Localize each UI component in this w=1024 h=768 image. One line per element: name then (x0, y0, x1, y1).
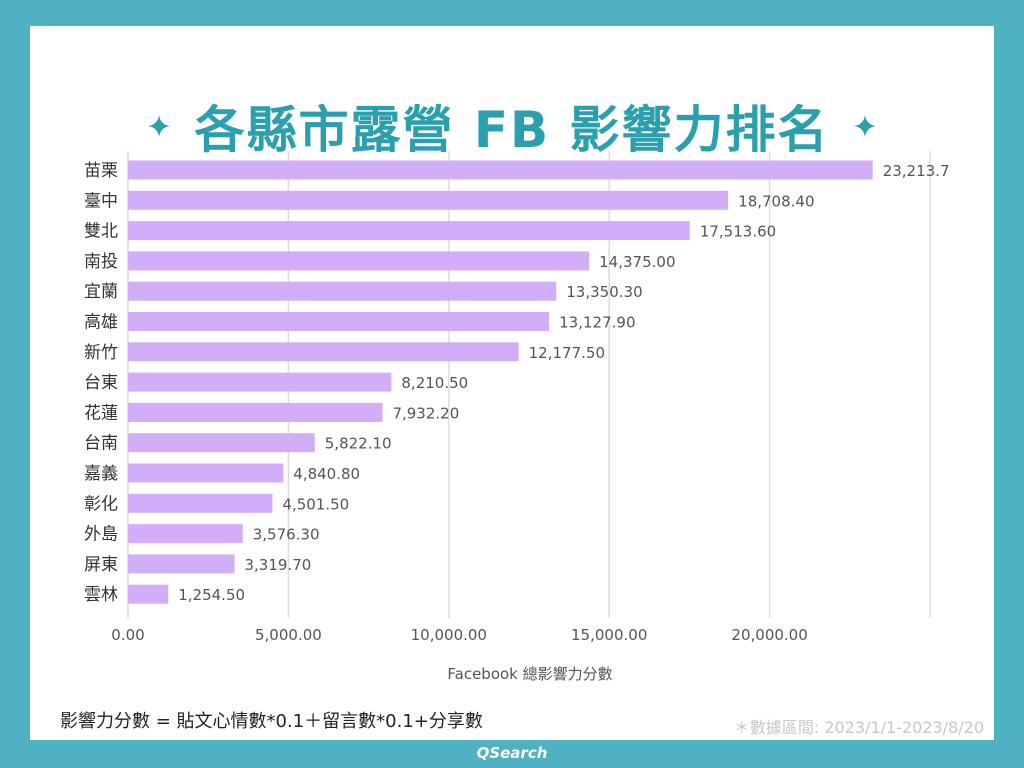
value-label: 3,319.70 (244, 556, 311, 574)
bar (128, 433, 315, 453)
value-label: 7,932.20 (392, 404, 459, 422)
value-label: 17,513.60 (700, 223, 776, 241)
bar (128, 160, 873, 180)
bar (128, 190, 729, 210)
bar (128, 281, 557, 301)
score-formula: 影響力分數 = 貼文心情數*0.1＋留言數*0.1+分享數 (60, 711, 483, 732)
value-label: 23,213.7 (883, 162, 950, 180)
x-tick-label: 0.00 (111, 626, 144, 644)
bar (128, 524, 243, 544)
x-tick-label: 5,000.00 (255, 626, 322, 644)
bar (128, 221, 690, 241)
date-range-note: ＊數據區間: 2023/1/1-2023/8/20 (733, 718, 984, 737)
chart-title: 各縣市露營 FB 影響力排名 (194, 101, 830, 159)
category-label: 雲林 (84, 585, 118, 605)
sparkle-icon-left (148, 115, 171, 137)
chart-card: 各縣市露營 FB 影響力排名 0.00 5,000.00 10,000.00 15,0… (30, 26, 994, 740)
category-label: 臺中 (84, 191, 118, 211)
category-label: 南投 (84, 252, 118, 272)
bar-chart: 0.00 5,000.00 10,000.00 15,000.00 20,000.00 苗… (84, 151, 950, 683)
title-row: 各縣市露營 FB 影響力排名 (30, 86, 994, 166)
category-label: 宜蘭 (84, 282, 118, 302)
value-label: 13,350.30 (566, 283, 642, 301)
bar (128, 402, 383, 422)
bar (128, 372, 392, 392)
category-label: 屏東 (84, 555, 118, 575)
value-label: 4,501.50 (282, 495, 349, 513)
x-tick-label: 15,000.00 (571, 626, 647, 644)
bar (128, 584, 169, 604)
category-label: 彰化 (84, 494, 118, 514)
x-tick-label: 20,000.00 (731, 626, 807, 644)
value-label: 14,375.00 (599, 253, 675, 271)
value-label: 1,254.50 (178, 586, 245, 604)
category-label: 新竹 (84, 343, 118, 363)
bar (128, 463, 284, 483)
category-label: 外島 (84, 525, 118, 545)
bar (128, 554, 235, 574)
value-label: 18,708.40 (738, 192, 814, 210)
category-label: 花蓮 (84, 403, 118, 423)
value-label: 5,822.10 (325, 435, 392, 453)
bar (128, 493, 273, 513)
bar (128, 251, 590, 271)
category-label: 雙北 (84, 222, 118, 242)
x-tick-label: 10,000.00 (411, 626, 487, 644)
value-label: 4,840.80 (293, 465, 360, 483)
category-label: 台南 (84, 434, 118, 454)
sparkle-icon-right (853, 115, 876, 137)
value-label: 12,177.50 (529, 344, 605, 362)
bar (128, 342, 519, 362)
category-label: 嘉義 (84, 464, 118, 484)
category-label: 高雄 (84, 313, 118, 333)
category-label: 苗栗 (84, 161, 118, 181)
value-label: 3,576.30 (253, 526, 320, 544)
value-label: 8,210.50 (401, 374, 468, 392)
category-label: 台東 (84, 373, 118, 393)
brand-logo: QSearch (476, 744, 548, 762)
x-axis-title: Facebook 總影響力分數 (447, 665, 612, 683)
value-label: 13,127.90 (559, 314, 635, 332)
bar (128, 312, 550, 331)
